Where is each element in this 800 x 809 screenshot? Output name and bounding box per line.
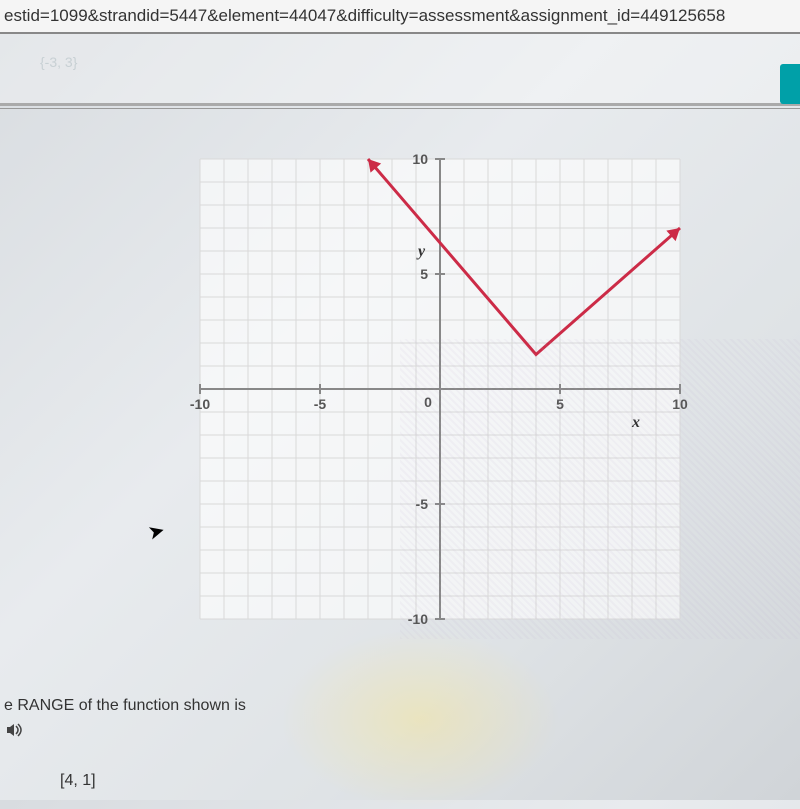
divider-top [0, 104, 800, 106]
svg-text:-5: -5 [314, 396, 327, 412]
url-bar[interactable]: estid=1099&strandid=5447&element=44047&d… [0, 0, 800, 34]
content-area: -10 -10 -5 -5 0 5 5 10 10 x y ➤ [0, 109, 800, 639]
teal-button-edge[interactable] [780, 64, 800, 104]
mouse-cursor-icon: ➤ [145, 517, 168, 545]
svg-text:-10: -10 [408, 611, 428, 627]
svg-text:-10: -10 [190, 396, 210, 412]
question-region: e RANGE of the function shown is [0, 697, 246, 740]
svg-text:y: y [416, 243, 426, 260]
ghost-coord-text: {-3, 3} [40, 54, 77, 70]
svg-text:0: 0 [424, 394, 432, 410]
line-chart: -10 -10 -5 -5 0 5 5 10 10 x y [180, 139, 700, 639]
screen-glare [280, 629, 560, 809]
question-prompt: e RANGE of the function shown is [4, 697, 246, 715]
audio-icon[interactable] [6, 723, 246, 740]
url-text: estid=1099&strandid=5447&element=44047&d… [4, 6, 725, 26]
svg-text:x: x [631, 414, 640, 431]
svg-text:5: 5 [556, 396, 564, 412]
svg-text:5: 5 [420, 266, 428, 282]
answer-option[interactable]: [4, 1] [60, 772, 96, 790]
svg-text:-5: -5 [416, 496, 429, 512]
header-region: {-3, 3} [0, 34, 800, 104]
svg-text:10: 10 [412, 151, 428, 167]
chart-container: -10 -10 -5 -5 0 5 5 10 10 x y [180, 139, 700, 639]
svg-text:10: 10 [672, 396, 688, 412]
